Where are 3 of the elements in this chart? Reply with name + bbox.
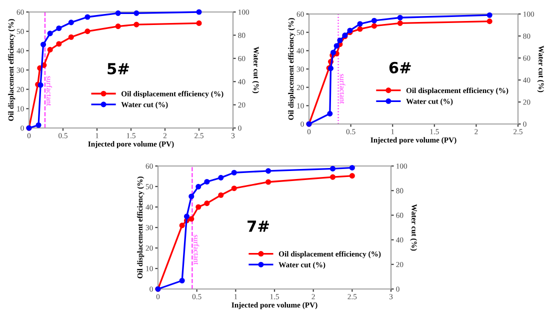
annotation: 5# [108, 63, 129, 74]
annotation: 6# [389, 62, 411, 74]
annotation: 7# [248, 220, 269, 232]
